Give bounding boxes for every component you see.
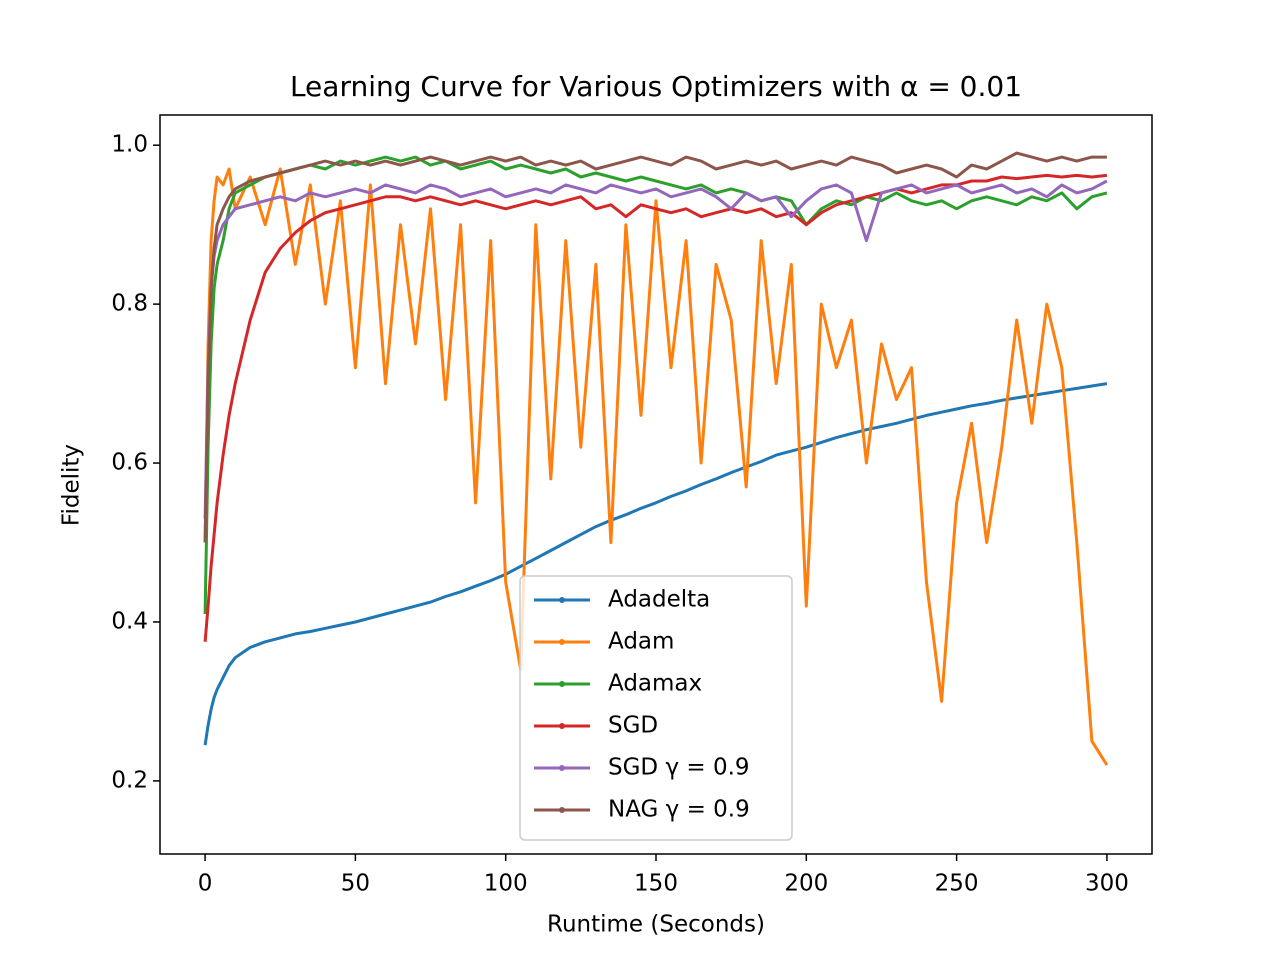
legend-marker <box>559 723 565 729</box>
legend-label: SGD γ = 0.9 <box>608 755 750 781</box>
plot-frame <box>159 114 1153 855</box>
x-tick-label: 200 <box>784 871 828 897</box>
y-tick-label: 1.0 <box>111 132 148 158</box>
legend-marker <box>559 765 565 771</box>
series-line <box>203 167 1109 766</box>
y-tick-label: 0.4 <box>111 608 148 634</box>
x-tick-label: 300 <box>1085 871 1129 897</box>
legend-marker <box>559 807 565 813</box>
series-line <box>203 382 1108 746</box>
x-tick-label: 100 <box>484 871 528 897</box>
y-tick-label: 0.8 <box>111 291 148 317</box>
y-axis-label: Fidelity <box>59 444 85 526</box>
chart-title: Learning Curve for Various Optimizers wi… <box>290 70 1022 103</box>
series-line <box>203 173 1108 642</box>
series-line <box>203 179 1108 519</box>
x-tick-label: 250 <box>935 871 979 897</box>
x-tick-label: 150 <box>634 871 678 897</box>
legend-label: Adamax <box>608 671 702 697</box>
y-tick-label: 0.2 <box>111 767 148 793</box>
x-axis-label: Runtime (Seconds) <box>547 912 765 938</box>
legend-marker <box>559 597 565 603</box>
legend-label: Adam <box>608 629 674 655</box>
series-line <box>203 151 1107 543</box>
legend-label: NAG γ = 0.9 <box>608 797 750 823</box>
y-tick-label: 0.6 <box>111 450 148 476</box>
legend-label: SGD <box>608 713 658 739</box>
legend-marker <box>559 639 565 645</box>
x-tick-label: 50 <box>341 871 370 897</box>
legend-label: Adadelta <box>608 587 710 613</box>
legend-marker <box>559 681 565 687</box>
x-tick-label: 0 <box>198 871 213 897</box>
